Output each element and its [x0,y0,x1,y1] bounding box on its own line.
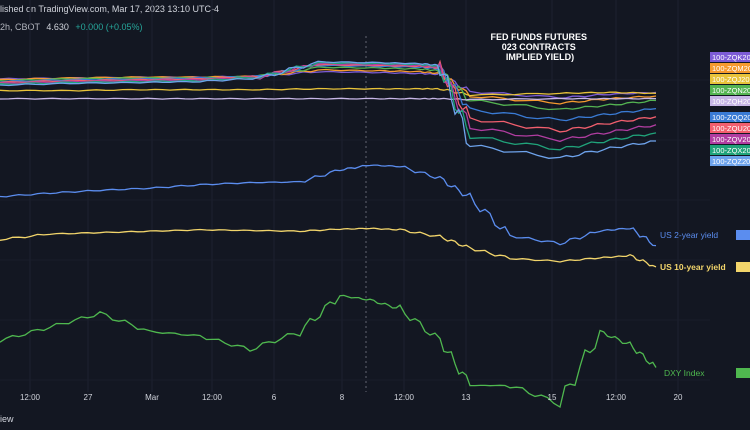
macro-series-line [0,227,657,268]
price-change: +0.000 (+0.05%) [75,22,143,32]
legend-swatch [710,145,750,155]
fed-funds-futures-lines [0,59,657,159]
futures-series-line [0,87,657,97]
x-tick-label: 15 [548,393,557,402]
x-tick-label: 12:00 [606,393,627,402]
x-axis: 12:00 27 Mar 12:00 6 8 12:00 13 15 12:00 20 [20,393,683,402]
futures-series-line [0,61,657,151]
chart-title: FED FUNDS FUTURES 023 CONTRACTS IMPLIED … [491,32,590,62]
futures-legend: 100-ZQK20 100-ZQM20 100-ZQJ20 100-ZQN20 100-… [710,52,750,166]
chart-grid [29,0,679,392]
futures-series-line [0,97,657,101]
macro-series-line [0,164,657,247]
legend-label: 100-ZQM20 [712,64,750,73]
legend-swatch [710,85,750,95]
x-tick-label: 12:00 [202,393,223,402]
publish-header: lished on TradingView.com, Mar 17, 2023 … [0,4,219,14]
legend-swatch [710,96,750,106]
x-tick-label: 20 [674,393,683,402]
price-tag [736,262,750,272]
x-tick-label: 8 [340,393,345,402]
legend-tag: 100-ZQU20 [710,123,750,133]
series-label: US 2-year yield [660,230,718,240]
futures-series-line [0,64,657,122]
legend-tag: 100-ZQX20 [710,145,750,155]
legend-tag: 100-ZQN20 [710,85,750,95]
x-tick-label: 27 [84,393,93,402]
futures-series-line [0,62,657,143]
legend-label: 100-ZQK20 [712,53,750,62]
futures-series-line [0,60,656,159]
legend-swatch [710,112,750,122]
futures-series-line [0,59,657,133]
symbol-prefix: 2h, CBOT [0,22,40,32]
legend-swatch [710,74,750,84]
futures-series-line [0,68,657,105]
legend-tag: 100-ZQQ20 [710,112,750,122]
legend-label: 100-ZQQ20 [712,113,750,122]
futures-series-line [0,70,657,100]
legend-label: 100-ZQH20 [712,97,750,106]
legend-label: 100-ZQJ20 [712,75,750,84]
series-label: DXY Index [664,368,705,378]
legend-tag: 100-ZQK20 [710,52,750,62]
legend-tag: 100-ZQH20 [710,96,750,106]
price-tag [736,368,750,378]
price-tag [736,230,750,240]
legend-label: 100-ZQN20 [712,86,750,95]
macro-lines [0,164,657,409]
legend-tag: 100-ZQZ20 [710,156,750,166]
legend-label: 100-ZQV20 [712,135,750,144]
series-labels: US 2-year yield US 10-year yield DXY Index [660,230,750,378]
legend-swatch [710,134,750,144]
legend-label: 100-ZQZ20 [712,157,750,166]
x-tick-label: 12:00 [394,393,415,402]
x-tick-label: 13 [462,393,471,402]
legend-tag: 100-ZQV20 [710,134,750,144]
legend-label: 100-ZQX20 [712,146,750,155]
last-price: 4.630 [46,22,69,32]
series-label: US 10-year yield [660,262,726,272]
symbol-info: 2h, CBOT 4.630 +0.000 (+0.05%) [0,22,142,32]
legend-label: 100-ZQU20 [712,124,750,133]
bottom-link[interactable]: iew [0,414,14,424]
legend-tag: 100-ZQM20 [710,63,750,73]
legend-swatch [710,52,750,62]
x-tick-label: 12:00 [20,393,41,402]
x-tick-label: 6 [272,393,277,402]
legend-tag: 100-ZQJ20 [710,74,750,84]
macro-series-line [0,294,657,409]
x-tick-label: Mar [145,393,159,402]
legend-swatch [710,123,750,133]
legend-swatch [710,156,750,166]
legend-swatch [710,63,750,73]
